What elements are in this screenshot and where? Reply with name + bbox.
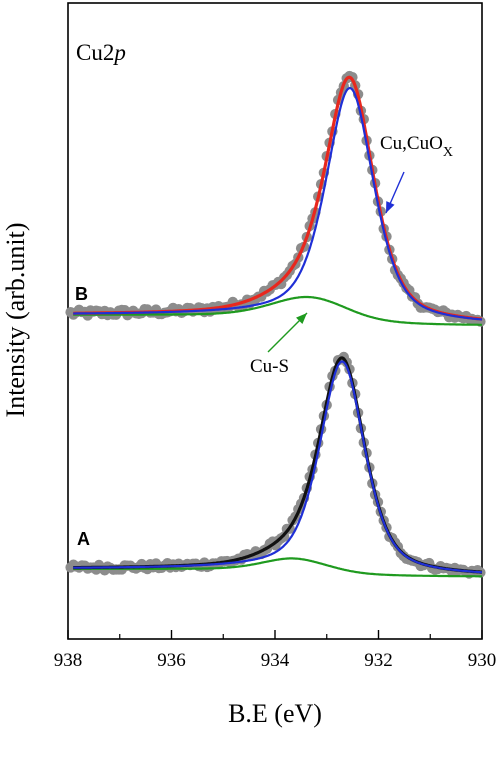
x-tick-label: 930: [468, 650, 497, 671]
annotation-layer: [267, 171, 405, 353]
x-tick-label: 932: [364, 650, 393, 671]
fit-envelope-b: [73, 75, 483, 321]
x-axis-label: B.E (eV): [228, 699, 322, 728]
annotation-cu-cuox: Cu,CuOX: [380, 133, 453, 160]
x-tick-label: 938: [54, 650, 83, 671]
x-axis-ticks: 938 936 934 932 930: [54, 630, 497, 671]
data-layer: [65, 70, 486, 579]
chart-title: Cu2p: [76, 40, 126, 65]
annotation-cu-s: Cu-S: [250, 356, 289, 377]
cu-cuox-component-a: [73, 360, 483, 574]
data-point: [347, 72, 358, 83]
data-points-a: [65, 351, 486, 579]
arrow-cu-cuox: [385, 171, 405, 214]
panel-label-a: A: [77, 529, 90, 549]
cu-cuox-component-b: [73, 86, 483, 321]
cu-s-component-a: [73, 557, 482, 578]
cu-s-component-b: [73, 295, 482, 326]
x-tick-label: 936: [157, 650, 186, 671]
data-points-b: [65, 70, 486, 327]
panel-label-b: B: [75, 284, 88, 304]
arrow-cu-s: [267, 312, 308, 353]
y-axis-label: Intensity (arb.unit): [1, 223, 30, 418]
fit-envelope-a: [73, 356, 482, 574]
x-tick-label: 934: [261, 650, 290, 671]
